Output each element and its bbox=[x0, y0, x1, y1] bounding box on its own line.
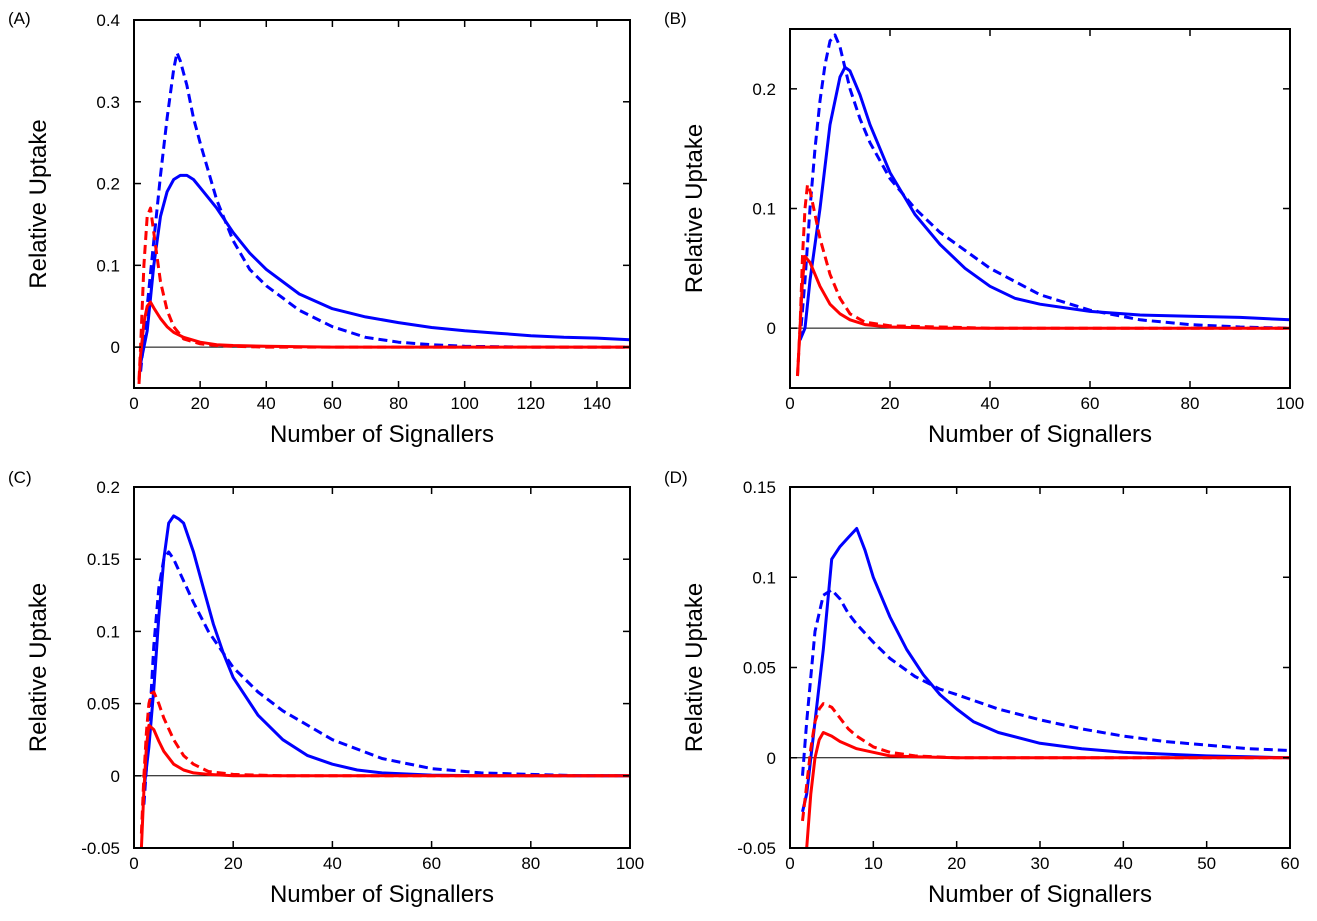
x-tick-label: 40 bbox=[981, 394, 1000, 413]
panel-label: (D) bbox=[664, 468, 688, 487]
plot-frame bbox=[133, 19, 631, 389]
series-line-red-solid bbox=[805, 731, 1290, 848]
x-tick-label: 40 bbox=[323, 854, 342, 873]
x-tick-label: 60 bbox=[323, 394, 342, 413]
x-tick-label: 0 bbox=[785, 394, 794, 413]
y-axis-title: Relative Uptake bbox=[681, 124, 708, 293]
series-line-blue-dashed bbox=[142, 550, 630, 805]
panel-d: (D) 0 10 20 30 40 50 60 -0.05 0 0.05 0.1 0.15 Number … bbox=[664, 468, 1299, 908]
series-line-blue-dashed bbox=[798, 33, 1290, 341]
y-axis-title: Relative Uptake bbox=[25, 119, 52, 288]
series-line-red-solid bbox=[137, 300, 630, 384]
series-line-blue-solid bbox=[142, 514, 630, 791]
x-tick-label: 60 bbox=[422, 854, 441, 873]
y-tick-label: 0.05 bbox=[87, 695, 120, 714]
x-tick-label: 0 bbox=[785, 854, 794, 873]
x-tick-label: 60 bbox=[1081, 394, 1100, 413]
y-tick-label: 0.3 bbox=[96, 93, 120, 112]
x-tick-label: 100 bbox=[1276, 394, 1304, 413]
x-tick-label: 120 bbox=[517, 394, 545, 413]
x-tick-label: 20 bbox=[191, 394, 210, 413]
y-tick-label: 0.1 bbox=[752, 568, 776, 587]
x-tick-label: 100 bbox=[616, 854, 644, 873]
y-tick-label: 0 bbox=[111, 767, 120, 786]
x-tick-label: 100 bbox=[450, 394, 478, 413]
y-tick-label: -0.05 bbox=[81, 839, 120, 858]
panel-label: (C) bbox=[8, 468, 32, 487]
y-tick-label: 0.1 bbox=[96, 256, 120, 275]
plot-frame bbox=[789, 28, 1291, 389]
x-tick-label: 20 bbox=[224, 854, 243, 873]
x-tick-label: 40 bbox=[257, 394, 276, 413]
x-tick-label: 40 bbox=[1114, 854, 1133, 873]
panel-label: (B) bbox=[664, 9, 687, 28]
series-line-blue-solid bbox=[139, 173, 630, 364]
series-line-red-dashed bbox=[801, 702, 1290, 822]
y-tick-label: 0.15 bbox=[87, 550, 120, 569]
series-line-blue-solid bbox=[801, 527, 1290, 813]
y-tick-label: 0.15 bbox=[743, 478, 776, 497]
x-tick-label: 80 bbox=[389, 394, 408, 413]
x-axis-title: Number of Signallers bbox=[270, 421, 494, 448]
y-tick-label: 0 bbox=[111, 338, 120, 357]
y-tick-label: 0.4 bbox=[96, 11, 120, 30]
y-axis-title: Relative Uptake bbox=[25, 583, 52, 752]
y-tick-label: 0.05 bbox=[743, 659, 776, 678]
x-tick-label: 10 bbox=[864, 854, 883, 873]
panel-b: (B) 0 20 40 60 80 100 0 0.1 0.2 Number of Signalle… bbox=[664, 9, 1304, 448]
y-tick-label: 0.2 bbox=[96, 175, 120, 194]
x-axis-title: Number of Signallers bbox=[270, 881, 494, 908]
panel-label: (A) bbox=[8, 9, 31, 28]
series-line-blue-dashed bbox=[139, 51, 630, 372]
series-line-red-solid bbox=[139, 723, 630, 848]
y-tick-label: 0.2 bbox=[752, 80, 776, 99]
x-axis-title: Number of Signallers bbox=[928, 421, 1152, 448]
series-line-red-dashed bbox=[137, 206, 630, 380]
y-tick-label: 0.1 bbox=[752, 200, 776, 219]
series-line-blue-solid bbox=[798, 65, 1290, 341]
series-line-blue-dashed bbox=[801, 588, 1290, 776]
x-axis-title: Number of Signallers bbox=[928, 881, 1152, 908]
x-tick-label: 50 bbox=[1197, 854, 1216, 873]
x-tick-label: 30 bbox=[1031, 854, 1050, 873]
x-tick-label: 60 bbox=[1281, 854, 1300, 873]
series-line-red-dashed bbox=[139, 690, 630, 834]
plot-frame bbox=[789, 486, 1291, 849]
y-tick-label: -0.05 bbox=[737, 839, 776, 858]
x-tick-label: 20 bbox=[947, 854, 966, 873]
panel-a: (A) 0 20 40 60 80 100 120 140 0 0.1 0.2 0.3 0.4 Number… bbox=[8, 9, 631, 448]
x-tick-label: 0 bbox=[129, 394, 138, 413]
panel-c: (C) 0 20 40 60 80 100 -0.05 0 0.05 0.1 0.15 0.2 Numbe… bbox=[8, 468, 644, 908]
plot-frame bbox=[133, 486, 631, 849]
y-tick-label: 0.1 bbox=[96, 622, 120, 641]
y-tick-label: 0.2 bbox=[96, 478, 120, 497]
y-axis-title: Relative Uptake bbox=[681, 583, 708, 752]
series-line-red-dashed bbox=[796, 183, 1290, 377]
y-tick-label: 0 bbox=[767, 319, 776, 338]
x-tick-label: 20 bbox=[881, 394, 900, 413]
y-tick-label: 0 bbox=[767, 749, 776, 768]
x-tick-label: 80 bbox=[521, 854, 540, 873]
x-tick-label: 140 bbox=[583, 394, 611, 413]
x-tick-label: 0 bbox=[129, 854, 138, 873]
x-tick-label: 80 bbox=[1181, 394, 1200, 413]
